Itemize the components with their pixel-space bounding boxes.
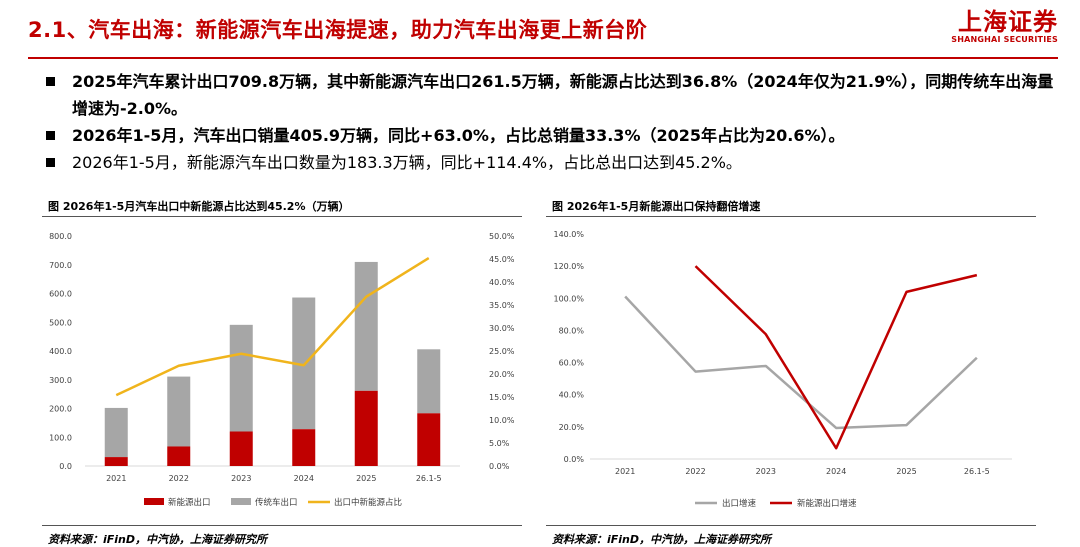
bar-traditional [167, 376, 191, 447]
y2-tick-label: 40.0% [489, 278, 515, 287]
legend-label-traditional: 传统车出口 [255, 497, 298, 508]
bar-traditional [354, 261, 378, 391]
series-line-nev-growth [694, 265, 978, 450]
y-tick-label: 0.0% [564, 455, 585, 464]
x-tick-label: 2023 [756, 467, 776, 476]
y-tick-label: 0.0 [59, 462, 72, 471]
legend-label-nev: 新能源出口 [168, 497, 211, 508]
right-chart-title: 图 2026年1-5月新能源出口保持翻倍增速 [552, 200, 761, 213]
y-tick-label: 20.0% [559, 423, 585, 432]
bullet-square-icon [46, 158, 55, 167]
y-tick-label: 200.0 [49, 405, 72, 414]
y-tick-label: 100.0% [553, 294, 584, 303]
legend-label-export-growth: 出口增速 [722, 498, 757, 509]
x-tick-label: 2025 [356, 474, 376, 483]
left-chart-source-rule [42, 525, 522, 526]
y-tick-label: 300.0 [49, 376, 72, 385]
y-tick-label: 60.0% [559, 359, 585, 368]
y2-tick-label: 25.0% [489, 347, 515, 356]
x-tick-label: 26.1-5 [416, 474, 442, 483]
bullet-list: 2025年汽车累计出口709.8万辆，其中新能源汽车出口261.5万辆，新能源占… [46, 68, 1056, 176]
y2-tick-label: 50.0% [489, 232, 515, 241]
y-tick-label: 80.0% [559, 326, 585, 335]
x-tick-label: 2025 [896, 467, 916, 476]
legend-swatch-nev [144, 498, 164, 505]
y-tick-label: 100.0 [49, 433, 72, 442]
bar-nev [104, 457, 128, 466]
bar-traditional [417, 349, 441, 414]
right-chart: 0.0% 20.0% 40.0% 60.0% 80.0% 100.0% 120.0% 140.… [553, 230, 1012, 509]
y2-tick-label: 5.0% [489, 439, 510, 448]
bar-nev [417, 413, 441, 466]
page-title: 2.1、汽车出海：新能源汽车出海提速，助力汽车出海更上新台阶 [28, 18, 648, 42]
brand-name-en: SHANGHAI SECURITIES [951, 35, 1058, 44]
x-tick-label: 2022 [685, 467, 705, 476]
bar-traditional [104, 407, 128, 458]
y-tick-label: 120.0% [553, 262, 584, 271]
x-tick-label: 2023 [231, 474, 251, 483]
y-tick-label: 40.0% [559, 391, 585, 400]
bullet-item: 2026年1-5月，新能源汽车出口数量为183.3万辆，同比+114.4%，占比… [46, 149, 1056, 176]
x-tick-label: 2022 [169, 474, 189, 483]
y2-tick-label: 45.0% [489, 255, 515, 264]
series-line-share [115, 257, 430, 397]
left-chart-source: 资料来源：iFinD，中汽协，上海证券研究所 [48, 533, 268, 546]
x-tick-label: 2024 [294, 474, 314, 483]
brand-logo: 上海证券 SHANGHAI SECURITIES [951, 8, 1058, 44]
y-tick-label: 140.0% [553, 230, 584, 239]
bar-nev [292, 429, 316, 466]
bullet-text: 2026年1-5月，新能源汽车出口数量为183.3万辆，同比+114.4%，占比… [72, 153, 742, 172]
y2-tick-label: 15.0% [489, 393, 515, 402]
x-tick-label: 2021 [615, 467, 635, 476]
brand-name-cn: 上海证券 [958, 8, 1058, 36]
y-tick-label: 500.0 [49, 318, 72, 327]
bullet-text: 2026年1-5月，汽车出口销量405.9万辆，同比+63.0%，占比总销量33… [72, 126, 845, 145]
bullet-item: 2025年汽车累计出口709.8万辆，其中新能源汽车出口261.5万辆，新能源占… [46, 68, 1056, 122]
left-chart-title-rule [42, 216, 522, 217]
bar-traditional [229, 324, 253, 432]
right-chart-source: 资料来源：iFinD，中汽协，上海证券研究所 [552, 533, 772, 546]
right-chart-source-rule [546, 525, 1036, 526]
bar-traditional [292, 297, 316, 430]
bar-nev [167, 446, 191, 466]
bullet-text: 2025年汽车累计出口709.8万辆，其中新能源汽车出口261.5万辆，新能源占… [72, 72, 1054, 118]
y-tick-label: 600.0 [49, 290, 72, 299]
bullet-item: 2026年1-5月，汽车出口销量405.9万辆，同比+63.0%，占比总销量33… [46, 122, 1056, 149]
series-line-export-growth [624, 295, 978, 430]
header-divider [28, 57, 1058, 59]
x-tick-label: 26.1-5 [964, 467, 990, 476]
legend-label-nev-growth: 新能源出口增速 [797, 498, 857, 509]
y2-tick-label: 20.0% [489, 370, 515, 379]
bar-nev [354, 390, 378, 466]
y2-tick-label: 10.0% [489, 416, 515, 425]
x-tick-label: 2021 [106, 474, 126, 483]
left-chart: 0.0 100.0 200.0 300.0 400.0 500.0 600.0 700.0 80… [49, 232, 515, 508]
y-tick-label: 800.0 [49, 232, 72, 241]
bullet-square-icon [46, 77, 55, 86]
y-tick-label: 700.0 [49, 261, 72, 270]
x-tick-label: 2024 [826, 467, 846, 476]
y2-tick-label: 0.0% [489, 462, 510, 471]
y-tick-label: 400.0 [49, 347, 72, 356]
legend-swatch-traditional [231, 498, 251, 505]
left-chart-title: 图 2026年1-5月汽车出口中新能源占比达到45.2%（万辆） [48, 200, 350, 213]
bullet-square-icon [46, 131, 55, 140]
right-chart-title-rule [546, 216, 1036, 217]
y2-tick-label: 35.0% [489, 301, 515, 310]
y2-tick-label: 30.0% [489, 324, 515, 333]
bar-nev [229, 431, 253, 466]
legend-label-share: 出口中新能源占比 [334, 497, 402, 508]
